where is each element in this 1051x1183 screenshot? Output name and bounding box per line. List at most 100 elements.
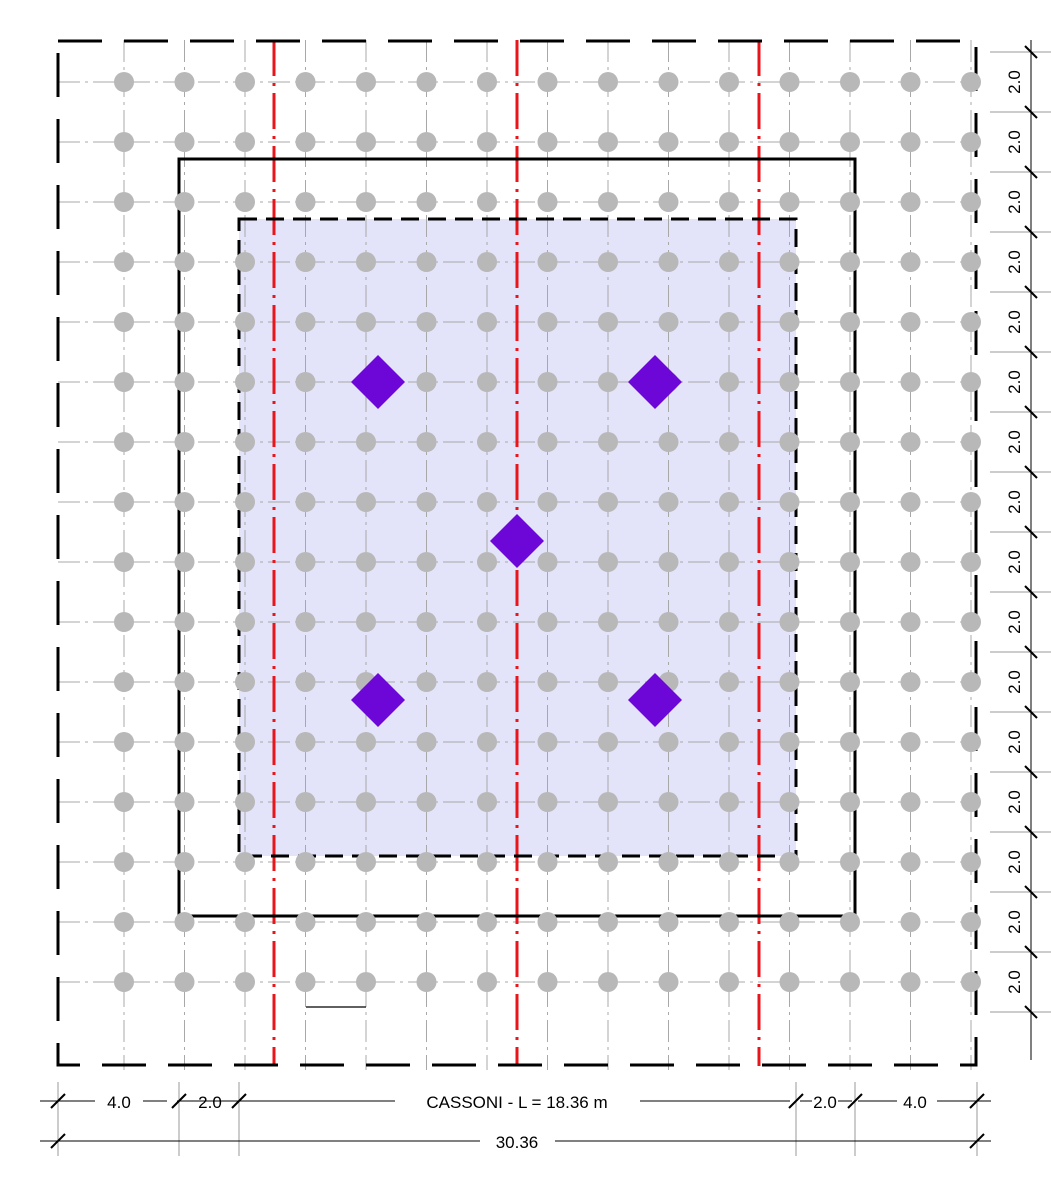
grid-node: [537, 312, 558, 332]
right-dim-label: 2.0: [1005, 730, 1024, 754]
right-dim-tick: [1024, 225, 1038, 239]
dim-label-left-2: 2.0: [198, 1093, 222, 1112]
grid-node: [477, 552, 497, 572]
grid-node: [477, 852, 497, 872]
right-dim-label: 2.0: [1005, 130, 1024, 154]
solid-boundary: [177, 157, 857, 918]
grid-node: [235, 492, 255, 512]
grid-node: [174, 552, 195, 572]
grid-node: [598, 732, 618, 752]
grid-node: [961, 912, 981, 932]
grid-node: [174, 132, 195, 152]
grid-node: [416, 552, 437, 572]
grid-node: [900, 732, 921, 752]
grid-node: [356, 732, 376, 752]
grid-node: [961, 372, 981, 392]
grid-node: [658, 132, 679, 152]
right-dim-label: 2.0: [1005, 370, 1024, 394]
grid-node: [114, 192, 134, 212]
grid-node: [779, 132, 800, 152]
right-dim-tick: [1024, 405, 1038, 419]
grid-node: [900, 852, 921, 872]
grid-node: [174, 192, 195, 212]
grid-node: [779, 972, 800, 992]
grid-node: [114, 492, 134, 512]
grid-node: [114, 72, 134, 92]
grid-node: [658, 792, 679, 812]
grid-node: [356, 852, 376, 872]
bottom-dim-tick: [171, 1093, 187, 1109]
grid-node: [658, 312, 679, 332]
grid-node: [658, 72, 679, 92]
grid-node: [295, 672, 316, 692]
grid-node: [840, 852, 860, 872]
grid-node: [840, 552, 860, 572]
grid-node: [719, 372, 739, 392]
grid-node: [356, 132, 376, 152]
grid-node: [235, 972, 255, 992]
grid-node: [840, 432, 860, 452]
right-dim-tick: [1024, 705, 1038, 719]
grid-node: [174, 672, 195, 692]
grid-node: [114, 672, 134, 692]
grid-node: [719, 492, 739, 512]
grid-node: [961, 492, 981, 512]
grid-node: [598, 612, 618, 632]
grid-node: [235, 372, 255, 392]
grid-node: [598, 192, 618, 212]
bottom-dim-tick: [231, 1093, 247, 1109]
grid-node: [416, 732, 437, 752]
grid-node: [295, 552, 316, 572]
grid-node: [477, 312, 497, 332]
grid-node: [416, 612, 437, 632]
grid-node: [295, 852, 316, 872]
dim-label-caissons: CASSONI - L = 18.36 m: [426, 1093, 607, 1112]
grid-node: [174, 432, 195, 452]
grid-node: [416, 912, 437, 932]
grid-node: [779, 612, 800, 632]
grid-node: [598, 72, 618, 92]
grid-node: [235, 72, 255, 92]
grid-node: [719, 912, 739, 932]
right-dim-tick: [1024, 645, 1038, 659]
grid-node: [961, 792, 981, 812]
grid-node: [416, 672, 437, 692]
grid-node: [840, 912, 860, 932]
grid-node: [658, 192, 679, 212]
dim-label-total: 30.36: [496, 1133, 539, 1152]
grid-node: [235, 732, 255, 752]
grid-node: [477, 672, 497, 692]
grid-node: [174, 972, 195, 992]
total-dim-tick: [50, 1133, 66, 1149]
grid-node: [416, 192, 437, 212]
grid-node: [719, 732, 739, 752]
grid-node: [779, 252, 800, 272]
grid-node: [840, 492, 860, 512]
grid-node: [477, 252, 497, 272]
grid-node: [840, 372, 860, 392]
grid-node: [900, 312, 921, 332]
grid-node: [295, 912, 316, 932]
grid-node: [295, 132, 316, 152]
grid-node: [598, 312, 618, 332]
grid-node: [174, 492, 195, 512]
grid-node: [356, 312, 376, 332]
right-dim-tick: [1024, 585, 1038, 599]
right-dim-label: 2.0: [1005, 550, 1024, 574]
grid-node: [174, 72, 195, 92]
grid-node: [840, 252, 860, 272]
grid-node: [779, 672, 800, 692]
right-dim-label: 2.0: [1005, 490, 1024, 514]
grid-node: [658, 552, 679, 572]
grid-node: [114, 732, 134, 752]
right-dim-tick: [1024, 105, 1038, 119]
bottom-dimension-labels: 4.0 2.0 CASSONI - L = 18.36 m 2.0 4.0 30…: [107, 1093, 927, 1152]
diamond-marker: [628, 673, 682, 727]
grid-node: [961, 72, 981, 92]
grid-node: [719, 192, 739, 212]
caisson-boundary: [237, 217, 798, 858]
grid-node: [658, 852, 679, 872]
grid-node: [840, 732, 860, 752]
grid-node: [235, 912, 255, 932]
grid-node: [537, 552, 558, 572]
